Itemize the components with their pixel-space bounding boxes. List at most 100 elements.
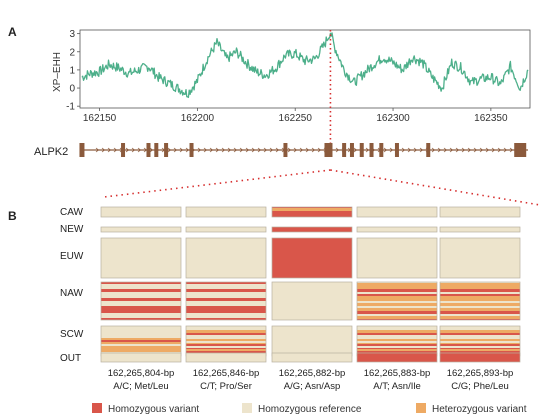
stripe [440, 299, 520, 301]
stripe [101, 326, 181, 327]
strand-arrow [437, 147, 442, 153]
strand-arrow [245, 147, 250, 153]
stripe [357, 312, 437, 314]
heatmap-cell [271, 226, 353, 233]
strand-arrow [467, 147, 472, 153]
stripe [357, 303, 437, 306]
stripe [440, 333, 520, 335]
y-tick-label: -1 [66, 102, 75, 113]
strand-arrow [413, 147, 418, 153]
stripe [186, 296, 266, 298]
strand-arrow [239, 147, 244, 153]
strand-arrow [419, 147, 424, 153]
x-tick-label: 162250 [279, 113, 313, 124]
exon [426, 143, 431, 157]
cell-border [100, 237, 182, 279]
legend: Homozygous variant Homozygous reference He… [92, 403, 527, 415]
stripe [101, 331, 181, 333]
heatmap-cell [356, 281, 438, 321]
column-label-position: 162,265,882-bp [279, 368, 346, 379]
cell-fill [186, 227, 266, 232]
stripe [186, 286, 266, 288]
exon [189, 143, 194, 157]
strand-arrow [167, 147, 172, 153]
stripe [101, 342, 181, 344]
stripe [186, 294, 266, 296]
exon [164, 143, 169, 157]
plot-frame [79, 29, 531, 109]
stripe [357, 306, 437, 308]
cell-border [185, 206, 267, 218]
column-label-variant: C/T; Pro/Ser [200, 381, 252, 392]
strand-arrow [185, 147, 190, 153]
strand-arrow [263, 147, 268, 153]
stripe [440, 317, 520, 319]
column-label-variant: C/G; Phe/Leu [451, 381, 509, 392]
stripe [101, 282, 181, 284]
stripe [357, 283, 437, 286]
stripe [186, 351, 266, 353]
stripe [101, 340, 181, 342]
stripe [440, 341, 520, 343]
strand-arrow [197, 147, 202, 153]
exon [349, 143, 354, 157]
heatmap-cell [100, 281, 182, 321]
stripe [101, 296, 181, 298]
stripe [186, 341, 266, 343]
cell-fill [357, 353, 437, 362]
stripe [357, 349, 437, 351]
heatmap-cell [439, 325, 521, 357]
cell-fill [272, 282, 352, 320]
strand-arrow [209, 147, 214, 153]
column-label-position: 162,265,893-bp [447, 368, 514, 379]
strand-arrow [431, 147, 436, 153]
strand-arrow [305, 147, 310, 153]
legend-label: Homozygous variant [108, 404, 199, 415]
heatmap-cell [439, 352, 521, 363]
stripe [101, 298, 181, 300]
panel-b-label: B [8, 209, 17, 223]
panel-a-label: A [8, 25, 17, 39]
heatmap-cell [271, 206, 353, 218]
heatmap-cell [271, 352, 353, 363]
stripe [357, 317, 437, 319]
stripe [272, 214, 352, 217]
exon [283, 143, 288, 157]
stripe [101, 346, 181, 349]
stripe [357, 348, 437, 349]
cell-border [356, 206, 438, 218]
stripe [357, 346, 437, 348]
stripe [440, 308, 520, 311]
stripe [101, 284, 181, 286]
exon [121, 143, 126, 157]
heatmap-cell [439, 281, 521, 321]
stripe [440, 337, 520, 339]
stripe [101, 330, 181, 331]
zoom-line-right [330, 169, 541, 206]
stripe [186, 289, 266, 292]
legend-item: Homozygous reference [242, 403, 362, 415]
stripe [101, 327, 181, 330]
stripe [186, 344, 266, 346]
legend-swatch [416, 403, 426, 413]
stripe [101, 352, 181, 353]
stripe [186, 346, 266, 348]
cell-border [271, 352, 353, 363]
heatmap-cell [185, 226, 267, 233]
strand-arrow [473, 147, 478, 153]
stripe [357, 292, 437, 294]
stripe [357, 330, 437, 333]
stripe [440, 282, 520, 283]
strand-arrow [95, 147, 100, 153]
exon [146, 143, 151, 157]
stripe [440, 301, 520, 303]
stripe [101, 335, 181, 338]
heatmap-cell [100, 325, 182, 357]
heatmap-cell [185, 352, 267, 363]
stripe [357, 301, 437, 303]
strand-arrow [215, 147, 220, 153]
cell-border [100, 226, 182, 233]
cell-fill [440, 227, 520, 232]
strand-arrow [497, 147, 502, 153]
heatmap-cell [271, 237, 353, 279]
